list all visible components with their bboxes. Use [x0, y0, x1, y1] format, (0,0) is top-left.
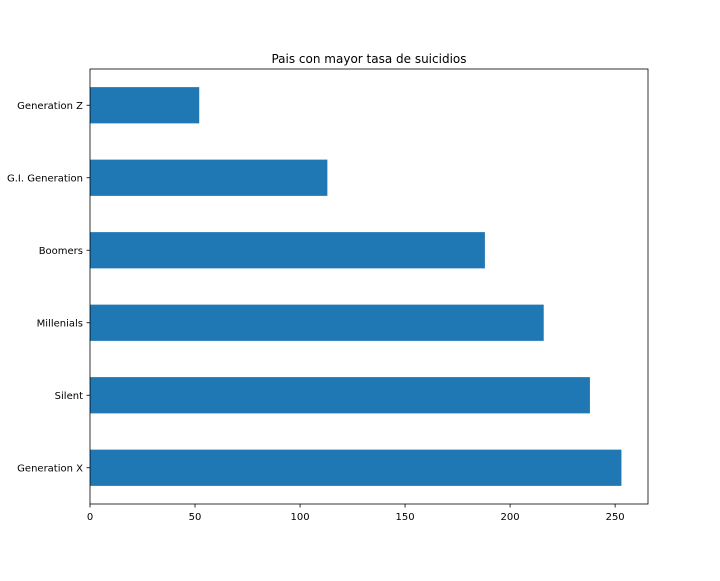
y-axis: Generation Z G.I. Generation Boomers Millen…	[7, 101, 90, 474]
bar-generation-x	[90, 449, 622, 486]
bar-generation-z	[90, 87, 200, 124]
bar-boomers	[90, 232, 485, 269]
y-tick-label: G.I. Generation	[7, 173, 83, 184]
x-tick-label: 200	[501, 512, 520, 523]
x-tick-label: 0	[87, 512, 93, 523]
bar-millenials	[90, 304, 544, 341]
x-axis: 0 50 100 150 200 250	[87, 504, 625, 523]
y-tick-label: Generation X	[17, 463, 83, 474]
y-tick-label: Millenials	[37, 318, 83, 329]
y-tick-label: Generation Z	[17, 101, 83, 112]
x-tick-label: 150	[396, 512, 415, 523]
x-tick-label: 250	[606, 512, 625, 523]
x-tick-label: 50	[189, 512, 202, 523]
plot-frame	[89, 68, 649, 505]
x-tick-label: 100	[291, 512, 310, 523]
bars-group	[90, 87, 622, 486]
y-tick-label: Boomers	[39, 246, 83, 257]
bar-g-i-generation	[90, 159, 328, 196]
chart-title: Pais con mayor tasa de suicidios	[271, 52, 466, 66]
bar-silent	[90, 377, 590, 414]
y-tick-label: Silent	[55, 391, 83, 402]
